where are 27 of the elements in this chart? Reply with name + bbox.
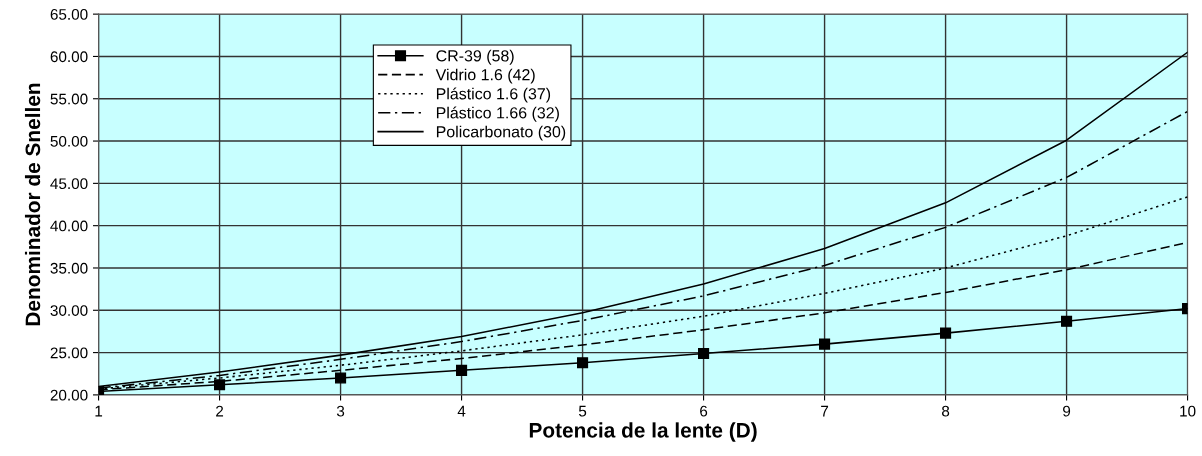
x-tick-label: 5 [578, 405, 587, 417]
y-tick-label: 25.00 [50, 347, 88, 359]
legend-label: Plástico 1.6 (37) [436, 87, 551, 103]
y-tick-label: 20.00 [50, 389, 88, 401]
legend-label: Policarbonato (30) [436, 125, 566, 141]
legend-label: Plástico 1.66 (32) [436, 106, 559, 122]
y-tick-label: 40.00 [50, 220, 88, 232]
x-tick-label: 8 [941, 405, 950, 417]
y-tick-label: 65.00 [50, 9, 88, 20]
y-tick-label: 30.00 [50, 305, 88, 316]
y-tick-label: 45.00 [50, 178, 88, 190]
legend-label: Vidrio 1.6 (42) [435, 68, 535, 84]
x-tick-label: 3 [336, 405, 345, 417]
x-axis-title: Potencia de la lente (D) [529, 422, 757, 442]
y-tick-label: 60.00 [50, 51, 88, 63]
x-tick-label: 4 [457, 405, 466, 417]
x-tick-label: 7 [821, 405, 829, 417]
x-tick-label: 1 [95, 405, 103, 417]
x-tick-label: 10 [1180, 405, 1196, 417]
legend-label: CR-39 (58) [436, 49, 514, 65]
y-tick-label: 55.00 [50, 93, 88, 105]
y-tick-label: 35.00 [50, 262, 88, 274]
y-axis-title: Denominador de Snellen [24, 83, 41, 326]
x-tick-label: 2 [216, 405, 224, 417]
x-tick-label: 6 [700, 405, 708, 417]
y-tick-label: 50.00 [50, 135, 88, 147]
x-tick-label: 9 [1063, 405, 1071, 417]
